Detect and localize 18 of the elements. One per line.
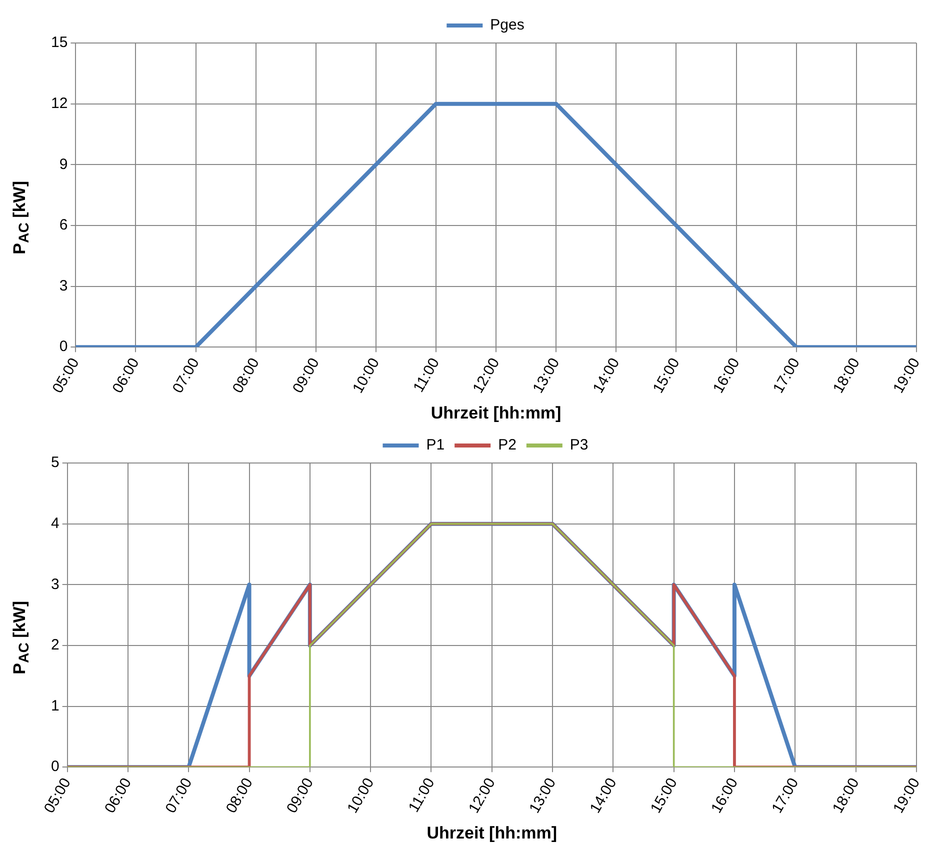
y-tick-label: 4 (51, 514, 60, 532)
legend-label: P1 (426, 436, 445, 454)
y-tick-label: 15 (50, 34, 68, 52)
y-tick-label: 2 (51, 636, 60, 654)
y-tick-label: 12 (50, 94, 68, 112)
y-tick-label: 9 (59, 156, 68, 173)
y-tick-label: 0 (59, 338, 68, 356)
y-tick-label: 3 (51, 576, 60, 593)
x-axis-title: Uhrzeit [hh:mm] (426, 823, 558, 842)
x-axis-title: Uhrzeit [hh:mm] (430, 403, 562, 422)
y-tick-label: 6 (59, 216, 68, 234)
legend-label: Pges (490, 16, 524, 34)
y-tick-label: 5 (51, 454, 60, 472)
legend-label: P2 (498, 436, 516, 454)
y-tick-label: 0 (51, 758, 60, 776)
y-tick-label: 1 (51, 697, 60, 714)
y-tick-label: 3 (59, 277, 68, 294)
legend-label: P3 (570, 436, 588, 454)
